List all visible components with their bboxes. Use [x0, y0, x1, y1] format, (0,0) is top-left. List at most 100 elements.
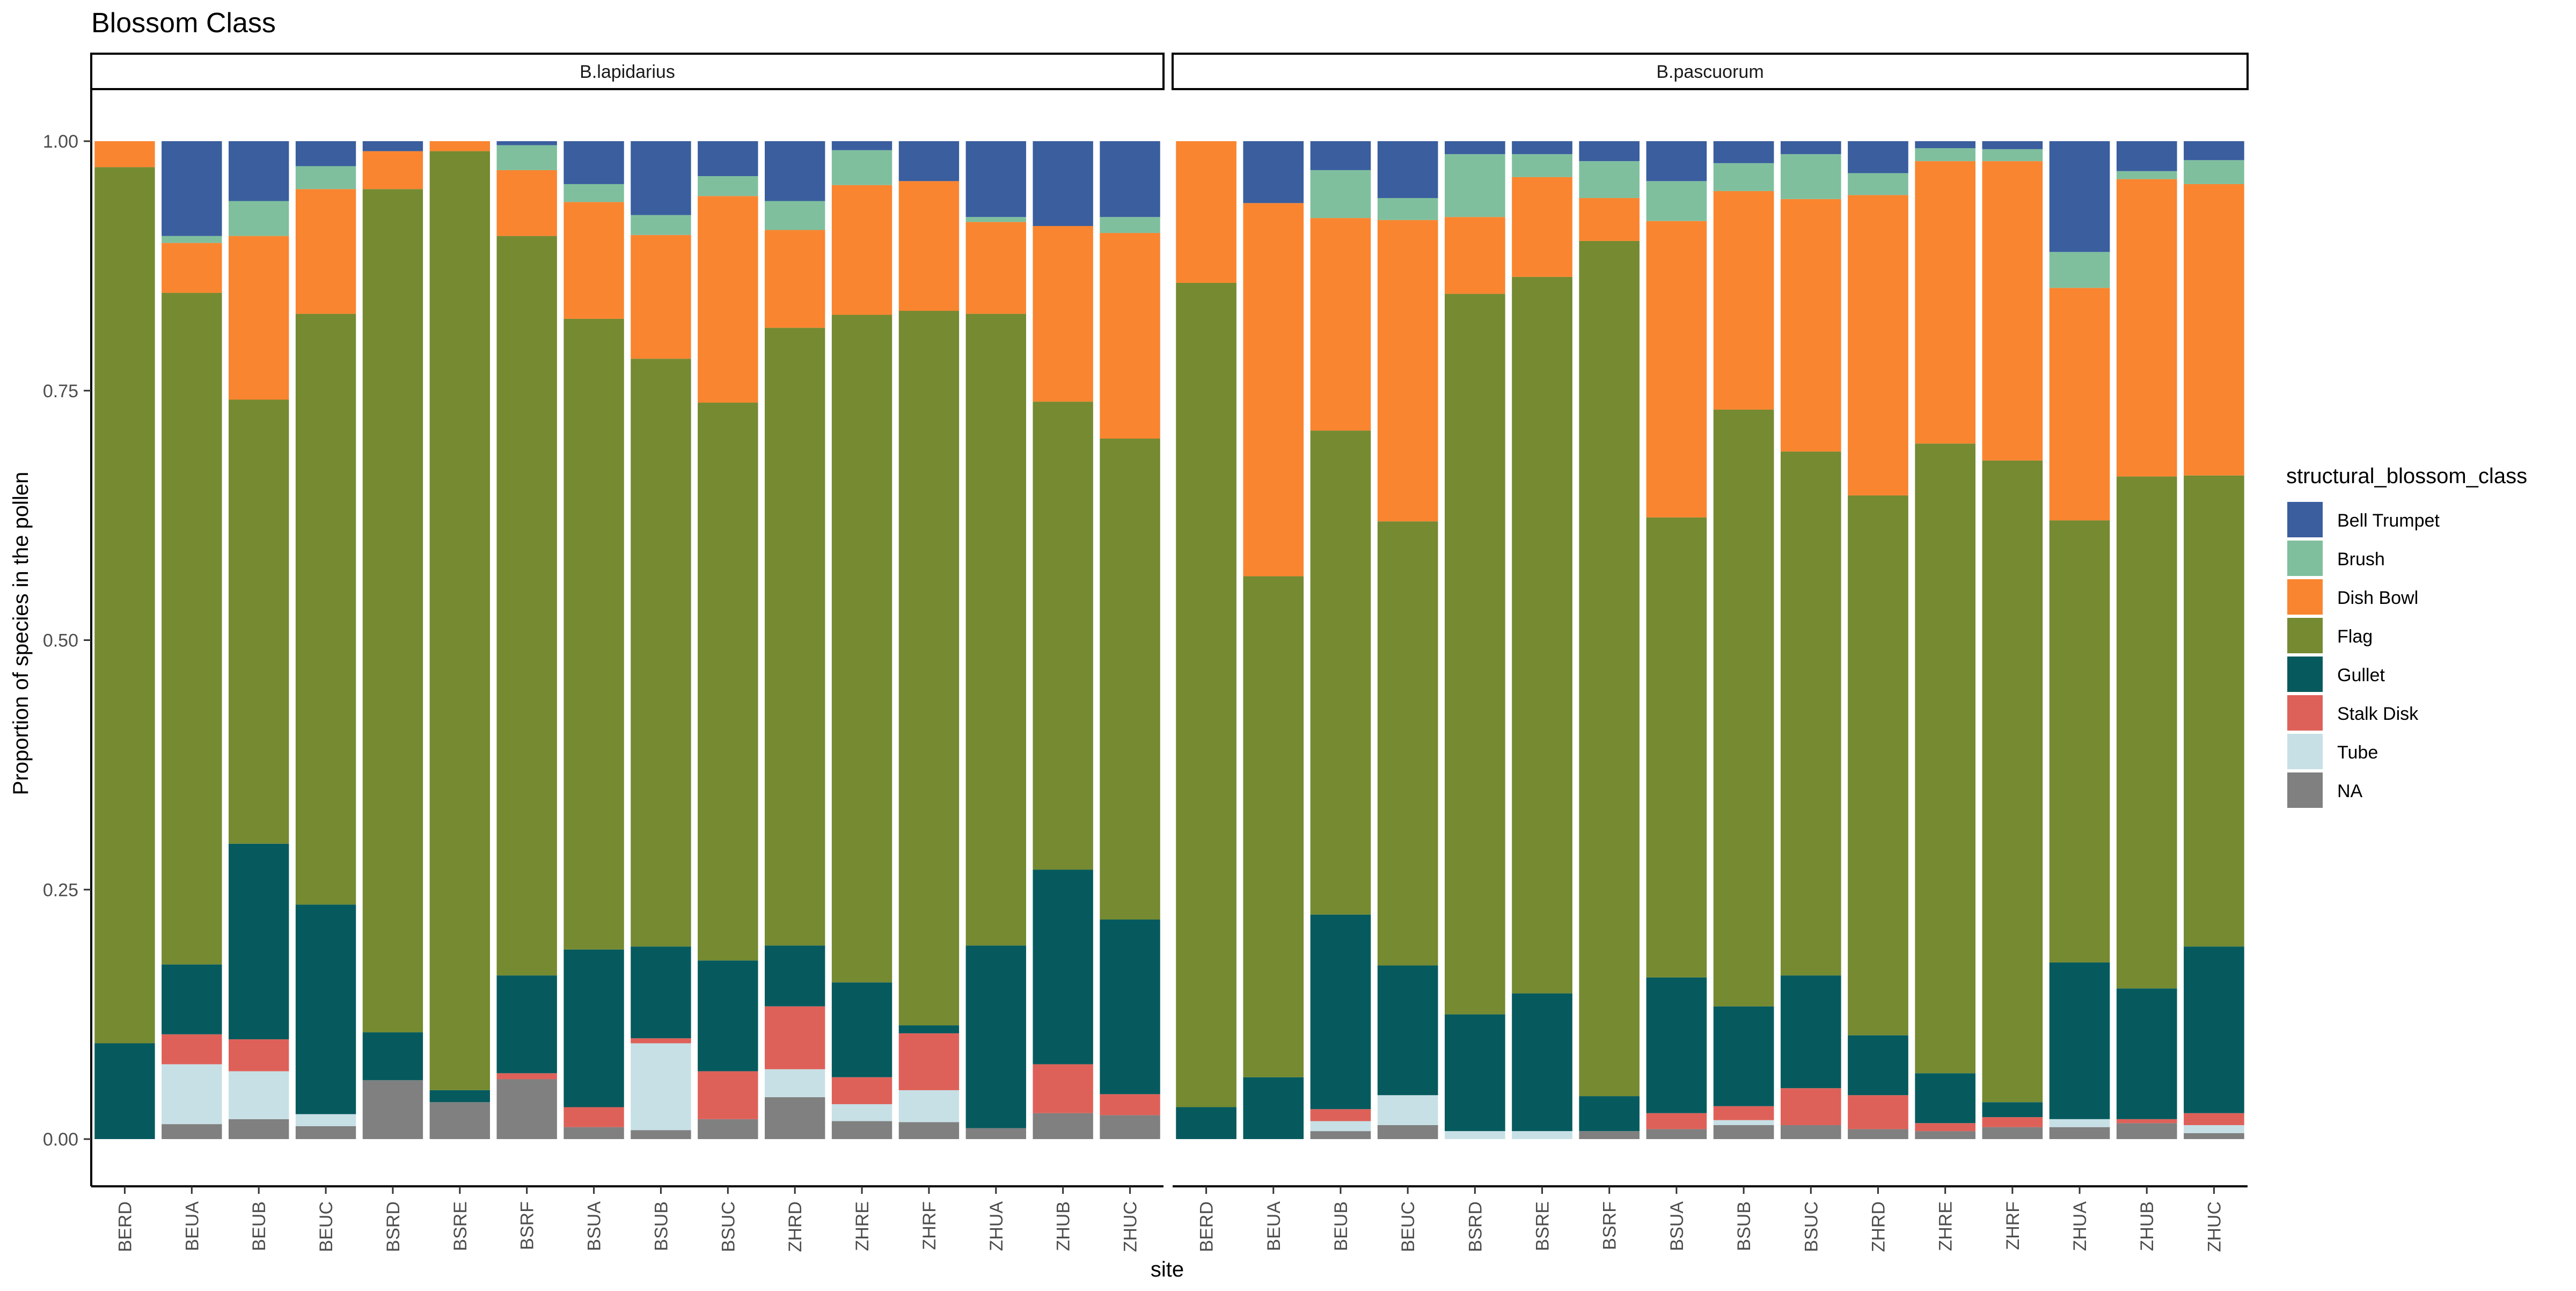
- bar-segment-gullet: [162, 964, 222, 1034]
- bar-segment-bell-trumpet: [228, 141, 289, 201]
- x-tick-label: BSUB: [1734, 1201, 1754, 1251]
- bar-segment-gullet: [1445, 1014, 1505, 1132]
- bar-segment-dish-bowl: [228, 236, 289, 400]
- x-tick-label: ZHUB: [2137, 1201, 2157, 1251]
- bar-segment-gullet: [228, 843, 289, 1040]
- bar-segment-flag: [1579, 240, 1640, 1097]
- bar-segment-na: [228, 1119, 289, 1139]
- bar-segment-bell-trumpet: [162, 141, 222, 236]
- bar-segment-na: [831, 1121, 892, 1139]
- bar-segment-na: [1033, 1113, 1093, 1139]
- bar-segment-dish-bowl: [1445, 217, 1505, 294]
- bar-segment-gullet: [362, 1032, 423, 1081]
- bar-segment-stalk-disk: [764, 1006, 825, 1069]
- bar-segment-stalk-disk: [1848, 1095, 1908, 1129]
- bar-segment-bell-trumpet: [1780, 141, 1841, 155]
- bar-segment-stalk-disk: [162, 1034, 222, 1064]
- bar-segment-flag: [496, 236, 557, 976]
- bar-segment-brush: [2116, 171, 2177, 179]
- bar-segment-bell-trumpet: [698, 141, 758, 177]
- bar-segment-na: [1310, 1131, 1371, 1139]
- bar-segment-flag: [228, 399, 289, 844]
- bar-segment-stalk-disk: [698, 1071, 758, 1119]
- bar-segment-gullet: [1915, 1073, 1975, 1124]
- bar-segment-flag: [1512, 276, 1572, 994]
- bar-segment-na: [295, 1126, 356, 1139]
- bar-segment-bell-trumpet: [1646, 141, 1707, 181]
- bar-segment-gullet: [1512, 993, 1572, 1132]
- x-tick-label: ZHUA: [2070, 1201, 2090, 1251]
- bar-segment-na: [698, 1119, 758, 1139]
- bar-segment-bell-trumpet: [1033, 141, 1093, 227]
- bar-segment-stalk-disk: [564, 1107, 624, 1127]
- x-tick-label: ZHRD: [1868, 1201, 1889, 1252]
- bar-segment-brush: [831, 150, 892, 185]
- facet-strip-label: B.pascuorum: [1656, 62, 1763, 82]
- bar-segment-stalk-disk: [631, 1038, 691, 1044]
- bar-segment-gullet: [2116, 988, 2177, 1119]
- legend-item-gullet: Gullet: [2287, 657, 2385, 692]
- bar-segment-gullet: [1780, 975, 1841, 1089]
- bar-segment-tube: [295, 1114, 356, 1126]
- bar-segment-brush: [162, 236, 222, 243]
- bar-segment-flag: [1982, 460, 2043, 1103]
- bar-segment-tube: [1445, 1131, 1505, 1139]
- bar-segment-na: [965, 1128, 1027, 1139]
- bar-segment-brush: [1780, 154, 1841, 199]
- legend-swatch: [2287, 502, 2323, 537]
- bar-segment-gullet: [2184, 946, 2244, 1113]
- bar-segment-brush: [2049, 252, 2110, 288]
- bar-segment-flag: [1646, 517, 1707, 978]
- bar-segment-gullet: [698, 960, 758, 1071]
- bar-segment-gullet: [94, 1043, 155, 1139]
- bar-segment-flag: [698, 403, 758, 961]
- bar-segment-gullet: [1176, 1107, 1236, 1139]
- facet-panels: B.lapidarius BERD BEUA BEUB BEUC BSRD BSRE BSRF…: [90, 53, 2249, 1252]
- bar-segment-brush: [295, 166, 356, 189]
- bar-segment-flag: [1848, 495, 1908, 1035]
- legend-label: Tube: [2337, 742, 2378, 763]
- bar-segment-brush: [1377, 198, 1438, 220]
- bar-segment-dish-bowl: [94, 141, 155, 167]
- bar-segment-brush: [1100, 217, 1160, 234]
- bar-segment-na: [1377, 1125, 1438, 1139]
- bar-segment-flag: [162, 293, 222, 965]
- bar-segment-dish-bowl: [1982, 161, 2043, 461]
- bar-segment-bell-trumpet: [1579, 141, 1640, 162]
- legend-item-na: NA: [2287, 772, 2363, 808]
- bar-segment-tube: [1512, 1131, 1572, 1139]
- bar-segment-na: [496, 1079, 557, 1139]
- bar-segment-gullet: [2049, 962, 2110, 1119]
- bar-segment-bell-trumpet: [1512, 141, 1572, 155]
- x-tick-label: BEUB: [249, 1201, 269, 1251]
- bar-segment-dish-bowl: [1176, 141, 1236, 283]
- bar-segment-flag: [2116, 476, 2177, 989]
- x-tick-label: ZHUB: [1053, 1201, 1074, 1251]
- bar-segment-na: [1713, 1125, 1774, 1139]
- bar-segment-dish-bowl: [1780, 199, 1841, 452]
- bar-segment-bell-trumpet: [2184, 141, 2244, 161]
- facet-panel-b-lapidarius: B.lapidarius BERD BEUA BEUB BEUC BSRD BSRE BSRF…: [90, 53, 1165, 1252]
- bar-segment-bell-trumpet: [1100, 141, 1160, 217]
- bar-segment-na: [1100, 1115, 1160, 1139]
- legend-swatch: [2287, 579, 2323, 615]
- bar-segment-gullet: [1579, 1096, 1640, 1132]
- bar-segment-flag: [1310, 431, 1371, 915]
- x-tick-label: BSRD: [383, 1201, 404, 1252]
- bar-segment-tube: [2049, 1119, 2110, 1127]
- facet-panel-b-pascuorum: B.pascuorum BERD BEUA BEUB BEUC BSRD BSRE BSRF B…: [1172, 53, 2249, 1252]
- x-tick-label: BSRF: [1600, 1201, 1620, 1250]
- legend-swatch: [2287, 772, 2323, 808]
- bar-segment-dish-bowl: [898, 181, 960, 311]
- bar-segment-bell-trumpet: [965, 141, 1027, 217]
- bar-segment-tube: [631, 1043, 691, 1130]
- bar-segment-bell-trumpet: [2049, 141, 2110, 252]
- bar-segment-stalk-disk: [496, 1073, 557, 1080]
- x-tick-label: ZHUC: [1121, 1201, 1141, 1252]
- bar-segment-dish-bowl: [1033, 226, 1093, 402]
- x-tick-label: ZHRF: [919, 1201, 940, 1250]
- bar-segment-gullet: [1243, 1077, 1304, 1139]
- x-tick-label: BSUA: [1667, 1201, 1687, 1251]
- bar-segment-flag: [898, 311, 960, 1026]
- bar-segment-gullet: [831, 982, 892, 1077]
